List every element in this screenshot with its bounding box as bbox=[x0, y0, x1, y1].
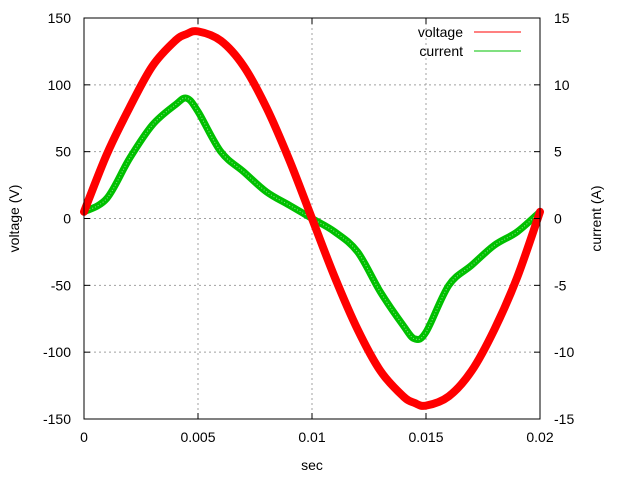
y-tick-label: 100 bbox=[48, 77, 72, 93]
x-tick-label: 0.015 bbox=[408, 429, 443, 445]
y-tick-label: -50 bbox=[51, 277, 71, 293]
tick-labels: 0 0.005 0.01 0.015 0.02-150-100-50050100150-… bbox=[43, 10, 574, 445]
x-axis-label: sec bbox=[301, 457, 323, 473]
y2-tick-label: 0 bbox=[554, 211, 562, 227]
series-voltage-band bbox=[80, 27, 544, 410]
x-tick-label: 0.005 bbox=[180, 429, 215, 445]
series-layer bbox=[80, 27, 544, 410]
y-tick-label: 150 bbox=[48, 10, 72, 26]
legend-label-voltage: voltage bbox=[418, 24, 463, 40]
y-axis-label: voltage (V) bbox=[6, 185, 22, 253]
y2-axis-label: current (A) bbox=[588, 185, 604, 251]
y2-tick-label: -5 bbox=[554, 277, 567, 293]
tick-marks bbox=[83, 17, 541, 420]
y2-tick-label: 5 bbox=[554, 144, 562, 160]
series-current-hatch bbox=[83, 97, 541, 341]
x-tick-label: 0 bbox=[80, 429, 88, 445]
legend: voltage current bbox=[418, 24, 521, 59]
legend-label-current: current bbox=[419, 43, 463, 59]
y-tick-label: 50 bbox=[55, 144, 71, 160]
y-tick-label: -150 bbox=[43, 411, 71, 427]
x-tick-label: 0.01 bbox=[298, 429, 325, 445]
y-tick-label: -100 bbox=[43, 344, 71, 360]
y-tick-label: 0 bbox=[63, 211, 71, 227]
y2-tick-label: 15 bbox=[554, 10, 570, 26]
x-tick-label: 0.02 bbox=[526, 429, 553, 445]
y2-tick-label: -15 bbox=[554, 411, 574, 427]
y2-tick-label: -10 bbox=[554, 344, 574, 360]
y2-tick-label: 10 bbox=[554, 77, 570, 93]
